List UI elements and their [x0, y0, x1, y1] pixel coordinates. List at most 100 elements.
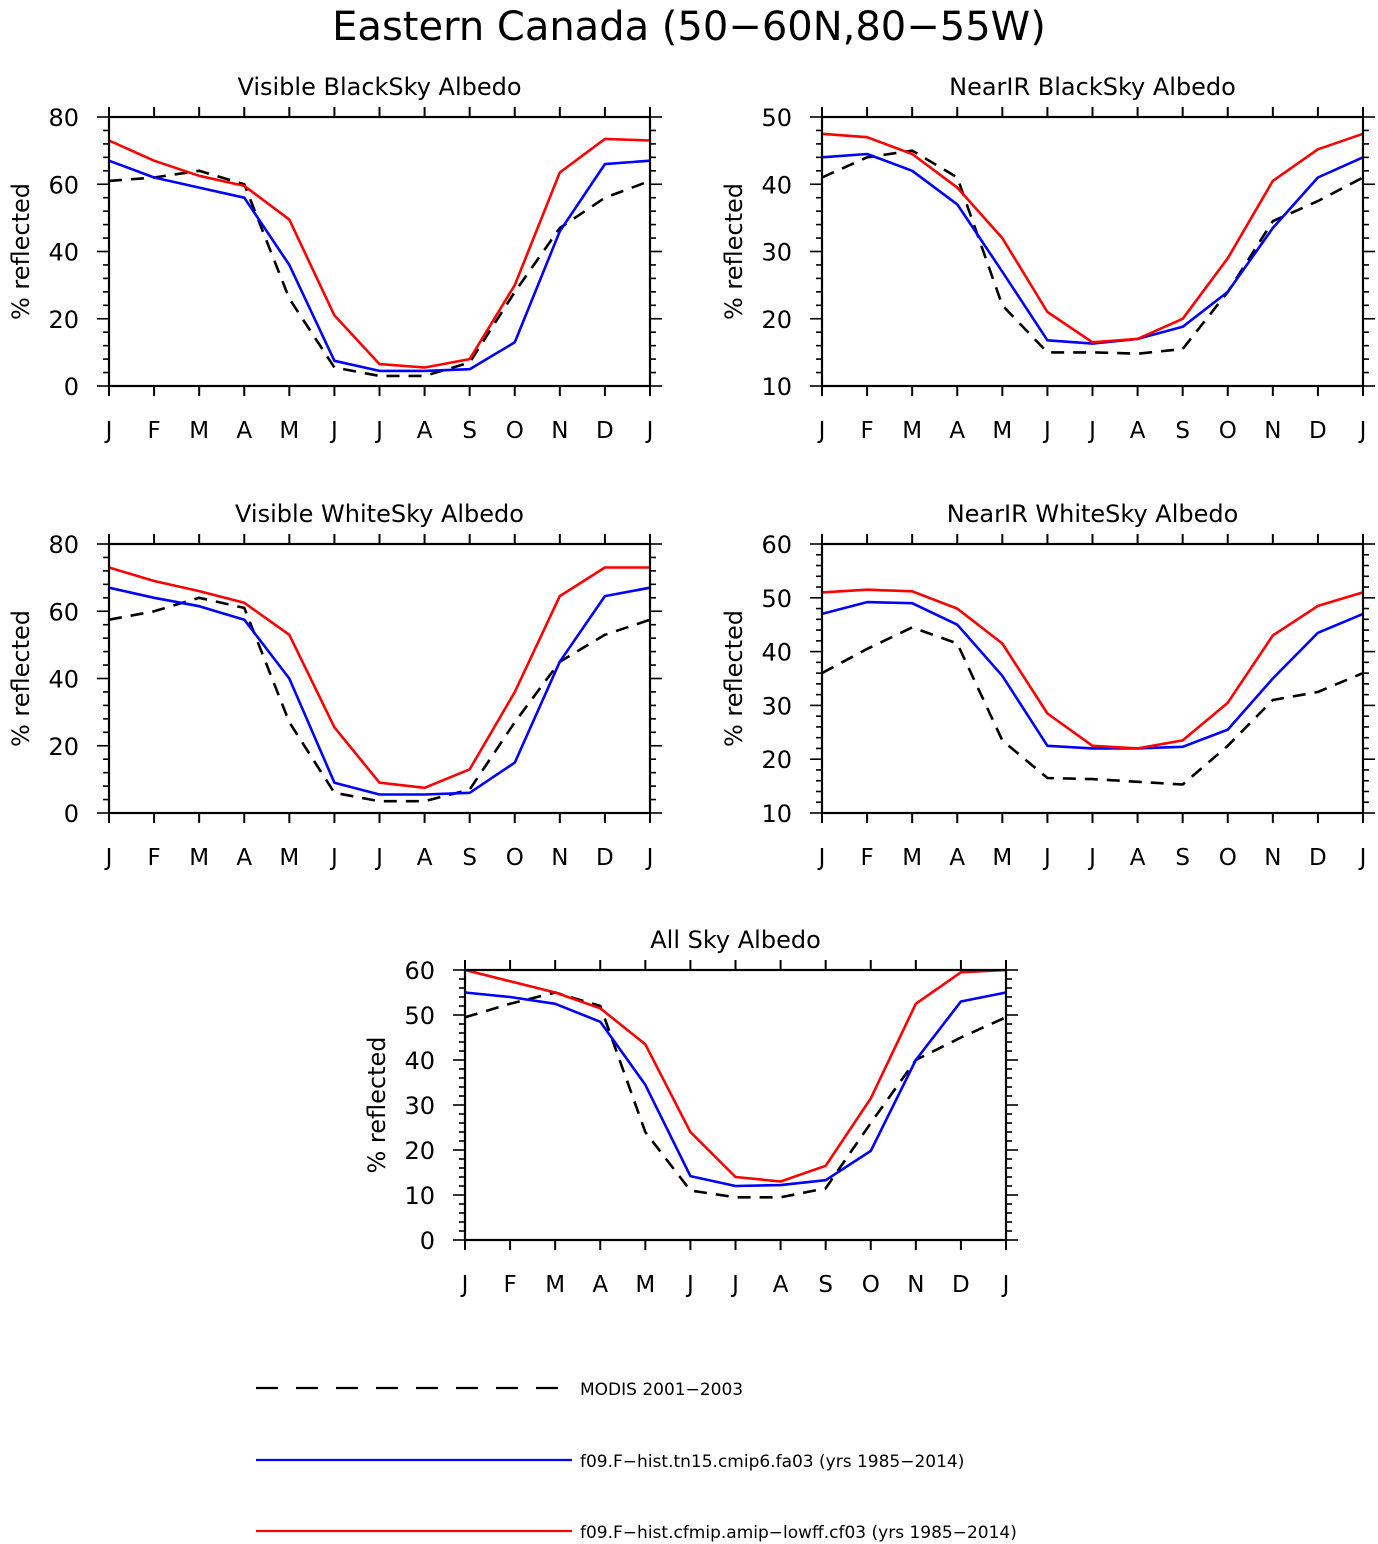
x-tick-label: F — [147, 845, 160, 871]
x-tick-label: O — [506, 418, 524, 444]
x-tick-label: J — [645, 845, 654, 871]
x-tick-label: S — [1175, 845, 1190, 871]
x-tick-label: J — [374, 418, 383, 444]
y-tick-label: 30 — [761, 692, 792, 720]
x-tick-label: M — [902, 418, 922, 444]
x-tick-label: D — [952, 1272, 970, 1298]
chart-title: NearIR WhiteSky Albedo — [947, 500, 1239, 528]
chart-nearir-whitesky: NearIR WhiteSky Albedo % reflected J F M A M J J… — [720, 500, 1375, 871]
figure-title: Eastern Canada (50−60N,80−55W) — [332, 4, 1046, 50]
x-tick-label: J — [685, 1272, 694, 1298]
x-tick-label: M — [902, 845, 922, 871]
chart-nearir-blacksky: NearIR BlackSky Albedo % reflected J F M A M J J… — [720, 73, 1375, 444]
y-tick-label: 20 — [48, 733, 79, 761]
y-tick-label: 20 — [761, 306, 792, 334]
series-line-modis — [108, 596, 651, 803]
x-tick-label: D — [596, 845, 614, 871]
y-tick-label: 40 — [48, 666, 79, 694]
y-tick-label: 50 — [761, 585, 792, 613]
y-tick-label: 80 — [48, 531, 79, 559]
chart-title: All Sky Albedo — [650, 926, 821, 954]
x-tick-label: A — [417, 845, 433, 871]
x-tick-label: F — [860, 845, 873, 871]
x-tick-label: N — [551, 845, 568, 871]
series-line-model-a — [108, 586, 651, 796]
x-tick-label: A — [949, 845, 965, 871]
series-line-model-b — [821, 588, 1364, 750]
x-tick-label: J — [1042, 845, 1051, 871]
chart-visible-blacksky: Visible BlackSky Albedo % reflected J F M A M J… — [7, 73, 662, 444]
y-tick-label: 80 — [48, 104, 79, 132]
x-tick-label: A — [949, 418, 965, 444]
series-line-model-b — [821, 132, 1364, 344]
x-tick-label: A — [773, 1272, 789, 1298]
x-tick-label: M — [279, 845, 299, 871]
plot-frame — [107, 542, 652, 815]
chart-title: Visible WhiteSky Albedo — [235, 500, 524, 528]
x-tick-label: J — [374, 845, 383, 871]
x-tick-label: J — [104, 418, 113, 444]
x-tick-label: J — [460, 1272, 469, 1298]
x-tick-label: J — [1087, 418, 1096, 444]
y-tick-label: 20 — [761, 746, 792, 774]
x-tick-label: D — [1309, 845, 1327, 871]
x-tick-label: A — [236, 845, 252, 871]
y-axis-label: % reflected — [720, 610, 748, 747]
series-line-model-a — [821, 600, 1364, 750]
x-tick-label: S — [462, 418, 477, 444]
series-line-modis — [464, 991, 1007, 1199]
x-tick-label: A — [1130, 418, 1146, 444]
y-tick-label: 20 — [48, 306, 79, 334]
x-tick-label: M — [992, 845, 1012, 871]
chart-visible-whitesky: Visible WhiteSky Albedo % reflected J F M A M J… — [7, 500, 662, 871]
x-tick-label: J — [1358, 418, 1367, 444]
x-tick-label: J — [817, 418, 826, 444]
y-tick-label: 60 — [48, 598, 79, 626]
plot-frame — [463, 968, 1008, 1242]
x-tick-label: J — [817, 845, 826, 871]
series-line-model-b — [464, 968, 1007, 1183]
x-tick-label: S — [818, 1272, 833, 1298]
y-tick-label: 40 — [761, 171, 792, 199]
series-line-model-a — [108, 159, 651, 373]
legend-label-modis: MODIS 2001−2003 — [580, 1380, 743, 1400]
y-tick-label: 10 — [404, 1182, 435, 1210]
series-line-model-b — [108, 566, 650, 790]
plot-frame — [820, 542, 1365, 815]
x-tick-label: M — [189, 418, 209, 444]
x-tick-label: J — [1087, 845, 1096, 871]
y-tick-label: 40 — [761, 639, 792, 667]
chart-title: NearIR BlackSky Albedo — [949, 73, 1236, 101]
x-tick-label: S — [1175, 418, 1190, 444]
y-tick-label: 50 — [761, 104, 792, 132]
x-tick-label: S — [462, 845, 477, 871]
x-tick-label: M — [992, 418, 1012, 444]
legend-label-model-a: f09.F−hist.tn15.cmip6.fa03 (yrs 1985−201… — [580, 1452, 964, 1472]
x-tick-label: O — [862, 1272, 880, 1298]
chart-title: Visible BlackSky Albedo — [237, 73, 521, 101]
y-axis-label: % reflected — [363, 1036, 391, 1173]
y-tick-label: 0 — [64, 800, 79, 828]
x-tick-label: A — [1130, 845, 1146, 871]
x-tick-label: M — [545, 1272, 565, 1298]
legend: MODIS 2001−2003 f09.F−hist.tn15.cmip6.fa… — [256, 1380, 1017, 1543]
x-tick-label: F — [147, 418, 160, 444]
x-tick-label: J — [730, 1272, 739, 1298]
x-tick-label: N — [1264, 845, 1281, 871]
x-tick-label: N — [551, 418, 568, 444]
y-axis-label: % reflected — [720, 183, 748, 320]
x-tick-label: N — [1264, 418, 1281, 444]
x-tick-label: J — [1001, 1272, 1010, 1298]
y-tick-label: 30 — [761, 239, 792, 267]
x-tick-label: J — [104, 845, 113, 871]
x-tick-label: N — [907, 1272, 924, 1298]
y-axis-label: % reflected — [7, 183, 35, 320]
x-tick-label: D — [1309, 418, 1327, 444]
legend-label-model-b: f09.F−hist.cfmip.amip−lowff.cf03 (yrs 19… — [580, 1523, 1017, 1543]
y-tick-label: 40 — [404, 1047, 435, 1075]
x-tick-label: D — [596, 418, 614, 444]
series-line-modis — [821, 149, 1364, 356]
x-tick-label: J — [645, 418, 654, 444]
